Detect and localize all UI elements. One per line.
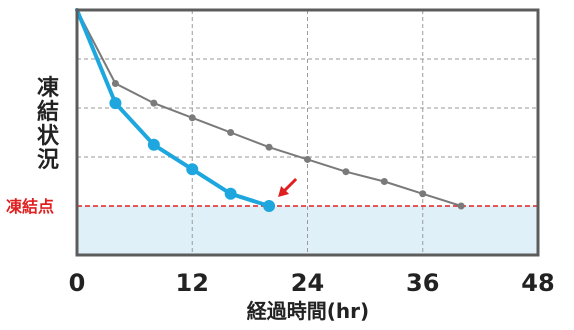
freezing-point-label: 凍結点	[6, 197, 54, 216]
x-tick-label: 36	[406, 269, 439, 297]
y-axis-title-char: 凍	[37, 75, 60, 101]
x-tick-label: 12	[176, 269, 209, 297]
series-point-gray	[227, 129, 235, 136]
series-point-blue	[263, 200, 276, 212]
plot-border	[75, 8, 540, 257]
series-point-gray	[150, 99, 158, 107]
x-tick-label: 48	[521, 269, 554, 297]
series-point-gray	[304, 155, 311, 163]
series-point-gray	[111, 80, 119, 87]
series-point-gray	[419, 190, 427, 198]
x-axis-title: 経過時間(hr)	[247, 299, 369, 323]
x-tick-label: 0	[69, 269, 86, 297]
series-point-gray	[342, 168, 350, 176]
x-tick-labels: 0 12 24 36 48	[69, 269, 555, 297]
x-tick-label: 24	[291, 269, 324, 297]
pointer-arrow-head	[278, 186, 290, 197]
series-point-gray	[188, 114, 196, 122]
y-axis-title-char: 況	[37, 148, 59, 173]
series-layer	[75, 8, 538, 212]
series-point-gray	[457, 202, 465, 210]
plot-frame	[75, 8, 540, 257]
series-point-blue	[186, 163, 199, 176]
y-axis-title-char: 結	[37, 99, 59, 125]
series-point-blue	[109, 97, 122, 110]
series-point-gray	[380, 178, 388, 185]
y-axis-title-char: 状	[37, 124, 60, 149]
series-line-blue	[75, 8, 272, 208]
series-point-gray	[265, 143, 273, 151]
grid	[77, 10, 538, 255]
series-point-blue	[224, 187, 237, 200]
series-point-blue	[147, 138, 160, 151]
